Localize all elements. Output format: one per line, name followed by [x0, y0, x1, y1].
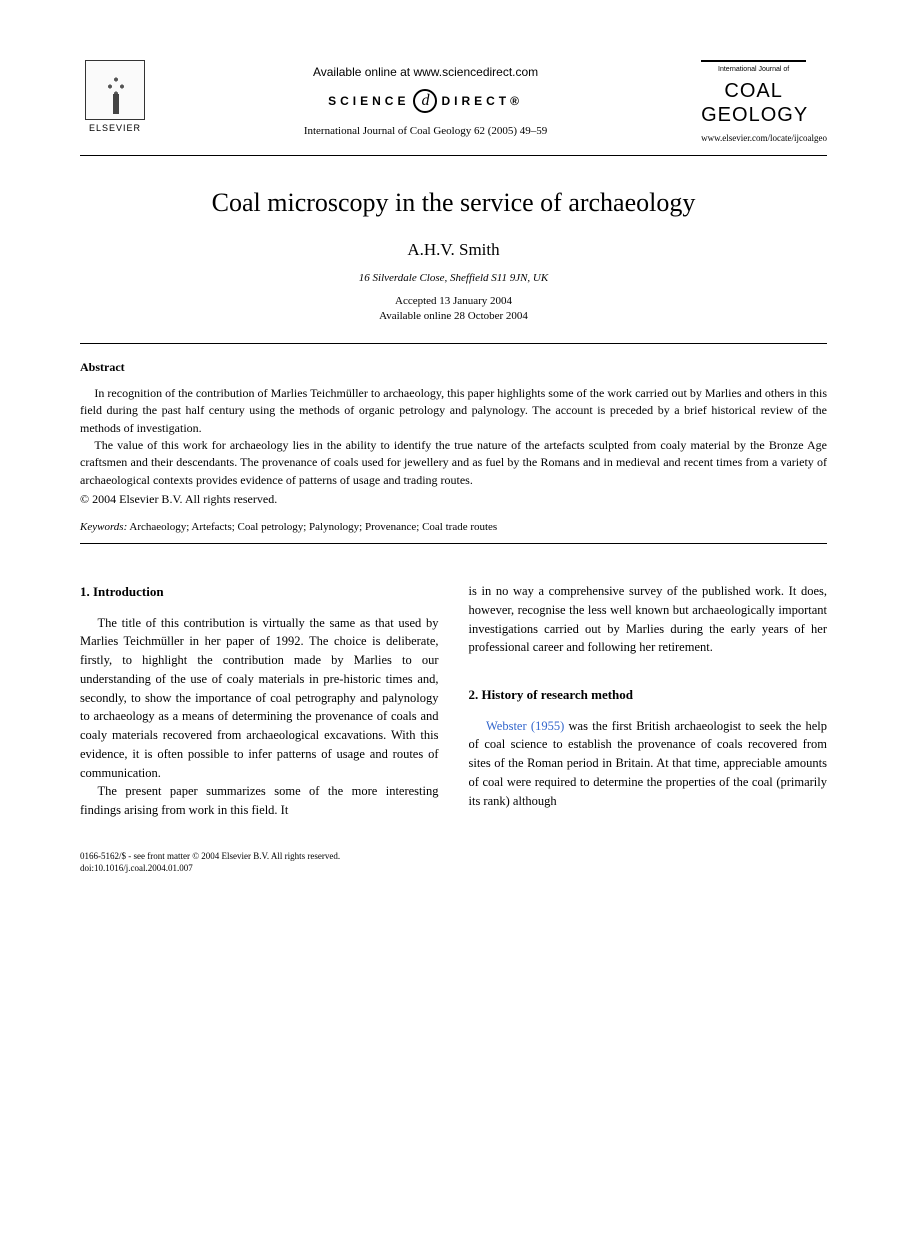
section-1-p2: The present paper summarizes some of the…	[80, 782, 439, 820]
article-title: Coal microscopy in the service of archae…	[80, 188, 827, 218]
rule-top	[80, 155, 827, 156]
accepted-date: Accepted 13 January 2004	[395, 295, 512, 307]
science-label-right: DIRECT®	[441, 94, 523, 108]
section-2-heading: 2. History of research method	[469, 685, 828, 705]
footer-line2: doi:10.1016/j.coal.2004.01.007	[80, 862, 827, 875]
journal-title-line2: GEOLOGY	[701, 103, 806, 127]
column-left: 1. Introduction The title of this contri…	[80, 582, 439, 820]
journal-citation: International Journal of Coal Geology 62…	[150, 125, 701, 137]
publisher-logo: ELSEVIER	[80, 60, 150, 140]
keywords-block: Keywords: Archaeology; Artefacts; Coal p…	[80, 521, 827, 533]
abstract-p2: The value of this work for archaeology l…	[80, 437, 827, 489]
publisher-name: ELSEVIER	[89, 123, 141, 133]
body-columns: 1. Introduction The title of this contri…	[80, 582, 827, 820]
author-name: A.H.V. Smith	[80, 240, 827, 260]
copyright-line: © 2004 Elsevier B.V. All rights reserved…	[80, 492, 827, 507]
keywords-label: Keywords:	[80, 521, 127, 533]
abstract-body: In recognition of the contribution of Ma…	[80, 385, 827, 489]
sciencedirect-icon: d	[413, 89, 437, 113]
journal-title-line1: COAL	[701, 79, 806, 103]
header-row: ELSEVIER Available online at www.science…	[80, 60, 827, 147]
section-2-p1: Webster (1955) was the first British arc…	[469, 717, 828, 811]
journal-url[interactable]: www.elsevier.com/locate/ijcoalgeo	[701, 133, 827, 143]
rule-below-keywords	[80, 543, 827, 544]
abstract-heading: Abstract	[80, 360, 827, 375]
journal-brand-box: International Journal of COAL GEOLOGY ww…	[701, 60, 827, 147]
section-1-p1: The title of this contribution is virtua…	[80, 614, 439, 783]
center-header: Available online at www.sciencedirect.co…	[150, 60, 701, 137]
footer-line1: 0166-5162/$ - see front matter © 2004 El…	[80, 850, 827, 863]
science-direct-brand: SCIENCE d DIRECT®	[150, 89, 701, 113]
journal-small-label: International Journal of	[701, 66, 806, 73]
rule-above-abstract	[80, 343, 827, 344]
available-online-text: Available online at www.sciencedirect.co…	[150, 65, 701, 79]
section-1-heading: 1. Introduction	[80, 582, 439, 602]
keywords-list: Archaeology; Artefacts; Coal petrology; …	[129, 521, 497, 533]
section-1-p3: is in no way a comprehensive survey of t…	[469, 582, 828, 657]
page-footer: 0166-5162/$ - see front matter © 2004 El…	[80, 850, 827, 875]
article-dates: Accepted 13 January 2004 Available onlin…	[80, 294, 827, 325]
elsevier-tree-icon	[85, 60, 145, 120]
online-date: Available online 28 October 2004	[379, 310, 528, 322]
abstract-p1: In recognition of the contribution of Ma…	[80, 385, 827, 437]
author-affiliation: 16 Silverdale Close, Sheffield S11 9JN, …	[80, 272, 827, 284]
science-label-left: SCIENCE	[328, 94, 409, 108]
column-right: is in no way a comprehensive survey of t…	[469, 582, 828, 820]
reference-link-webster[interactable]: Webster (1955)	[486, 719, 564, 733]
